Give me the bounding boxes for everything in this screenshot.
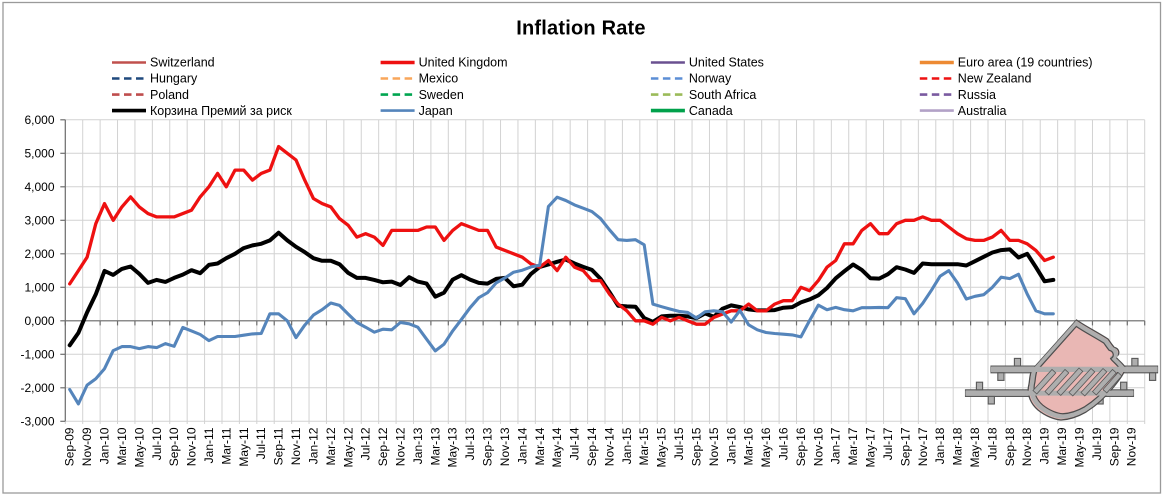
svg-text:Sep-13: Sep-13 <box>481 427 495 466</box>
svg-text:Jul-16: Jul-16 <box>777 427 791 460</box>
svg-text:Nov-10: Nov-10 <box>185 427 199 466</box>
svg-text:May-13: May-13 <box>446 427 460 467</box>
svg-text:4,000: 4,000 <box>24 180 54 194</box>
svg-text:Mar-13: Mar-13 <box>428 427 442 465</box>
svg-text:Jul-12: Jul-12 <box>359 427 373 460</box>
svg-text:May-16: May-16 <box>759 427 773 467</box>
svg-text:Sep-11: Sep-11 <box>272 427 286 465</box>
svg-text:May-17: May-17 <box>864 427 878 467</box>
svg-text:Sep-19: Sep-19 <box>1107 427 1121 466</box>
svg-text:Jul-10: Jul-10 <box>150 427 164 460</box>
svg-text:Sep-12: Sep-12 <box>376 427 390 466</box>
svg-text:Sep-15: Sep-15 <box>689 427 703 466</box>
svg-text:Nov-15: Nov-15 <box>707 427 721 466</box>
svg-text:Mar-14: Mar-14 <box>533 427 547 465</box>
svg-text:May-12: May-12 <box>341 427 355 467</box>
svg-text:5,000: 5,000 <box>24 147 54 161</box>
svg-text:Sep-18: Sep-18 <box>1003 427 1017 466</box>
svg-text:Jan-12: Jan-12 <box>306 427 320 464</box>
svg-text:Sweden: Sweden <box>419 88 464 102</box>
svg-text:Switzerland: Switzerland <box>150 56 215 70</box>
svg-text:Mar-18: Mar-18 <box>951 427 965 465</box>
svg-text:May-11: May-11 <box>237 427 251 466</box>
svg-text:Nov-11: Nov-11 <box>289 427 303 465</box>
svg-text:Mar-16: Mar-16 <box>742 427 756 465</box>
svg-text:Sep-14: Sep-14 <box>585 427 599 466</box>
svg-text:Euro area (19 countries): Euro area (19 countries) <box>958 56 1093 70</box>
svg-text:May-14: May-14 <box>550 427 564 467</box>
svg-text:Jul-13: Jul-13 <box>463 427 477 460</box>
svg-text:-2,000: -2,000 <box>20 381 54 395</box>
svg-text:Jul-15: Jul-15 <box>672 427 686 460</box>
svg-text:Nov-13: Nov-13 <box>498 427 512 466</box>
svg-text:Mexico: Mexico <box>419 72 459 86</box>
svg-text:Jan-17: Jan-17 <box>829 427 843 464</box>
svg-text:Jan-15: Jan-15 <box>620 427 634 464</box>
svg-text:Mar-15: Mar-15 <box>637 427 651 465</box>
svg-text:Mar-10: Mar-10 <box>115 427 129 465</box>
svg-text:Russia: Russia <box>958 88 996 102</box>
svg-text:Japan: Japan <box>419 104 453 118</box>
svg-text:Jan-16: Jan-16 <box>724 427 738 464</box>
svg-text:May-10: May-10 <box>132 427 146 467</box>
svg-text:Jul-19: Jul-19 <box>1090 427 1104 460</box>
svg-text:Jul-18: Jul-18 <box>985 427 999 460</box>
svg-text:May-19: May-19 <box>1072 427 1086 467</box>
svg-text:1,000: 1,000 <box>24 281 54 295</box>
svg-text:Nov-16: Nov-16 <box>811 427 825 466</box>
svg-text:Nov-14: Nov-14 <box>602 427 616 466</box>
svg-text:Inflation Rate: Inflation Rate <box>516 18 645 40</box>
svg-text:Mar-12: Mar-12 <box>324 427 338 465</box>
svg-text:2,000: 2,000 <box>24 247 54 261</box>
svg-text:United States: United States <box>689 56 764 70</box>
svg-text:Nov-12: Nov-12 <box>393 427 407 466</box>
svg-text:Mar-17: Mar-17 <box>846 427 860 465</box>
svg-text:South Africa: South Africa <box>689 88 756 102</box>
svg-text:6,000: 6,000 <box>24 113 54 127</box>
svg-text:Jan-13: Jan-13 <box>411 427 425 464</box>
svg-text:Nov-17: Nov-17 <box>916 427 930 466</box>
svg-text:Nov-18: Nov-18 <box>1020 427 1034 466</box>
svg-text:Norway: Norway <box>689 72 732 86</box>
svg-text:0,000: 0,000 <box>24 314 54 328</box>
svg-text:Jul-17: Jul-17 <box>881 427 895 460</box>
svg-text:Jan-18: Jan-18 <box>933 427 947 464</box>
svg-text:May-15: May-15 <box>655 427 669 467</box>
svg-text:Sep-10: Sep-10 <box>167 427 181 466</box>
svg-text:Canada: Canada <box>689 104 733 118</box>
svg-text:Sep-16: Sep-16 <box>794 427 808 466</box>
svg-text:United Kingdom: United Kingdom <box>419 56 508 70</box>
svg-text:-3,000: -3,000 <box>20 415 54 429</box>
svg-text:-1,000: -1,000 <box>20 348 54 362</box>
svg-text:Sep-17: Sep-17 <box>898 427 912 466</box>
svg-text:Jan-14: Jan-14 <box>515 427 529 464</box>
svg-text:Jan-19: Jan-19 <box>1038 427 1052 464</box>
svg-text:New Zealand: New Zealand <box>958 72 1032 86</box>
svg-text:Nov-09: Nov-09 <box>80 427 94 466</box>
svg-text:Jan-11: Jan-11 <box>202 427 216 463</box>
svg-text:Mar-19: Mar-19 <box>1055 427 1069 465</box>
svg-text:3,000: 3,000 <box>24 214 54 228</box>
svg-text:Hungary: Hungary <box>150 72 198 86</box>
svg-text:Nov-19: Nov-19 <box>1125 427 1139 466</box>
svg-text:Mar-11: Mar-11 <box>219 427 233 464</box>
svg-text:Jan-10: Jan-10 <box>98 427 112 464</box>
svg-text:May-18: May-18 <box>968 427 982 467</box>
svg-text:Sep-09: Sep-09 <box>63 427 77 466</box>
svg-text:Australia: Australia <box>958 104 1007 118</box>
svg-text:Jul-14: Jul-14 <box>568 427 582 460</box>
svg-text:Jul-11: Jul-11 <box>254 427 268 459</box>
svg-text:Poland: Poland <box>150 88 189 102</box>
svg-text:Корзина Премий за риск: Корзина Премий за риск <box>150 104 292 118</box>
